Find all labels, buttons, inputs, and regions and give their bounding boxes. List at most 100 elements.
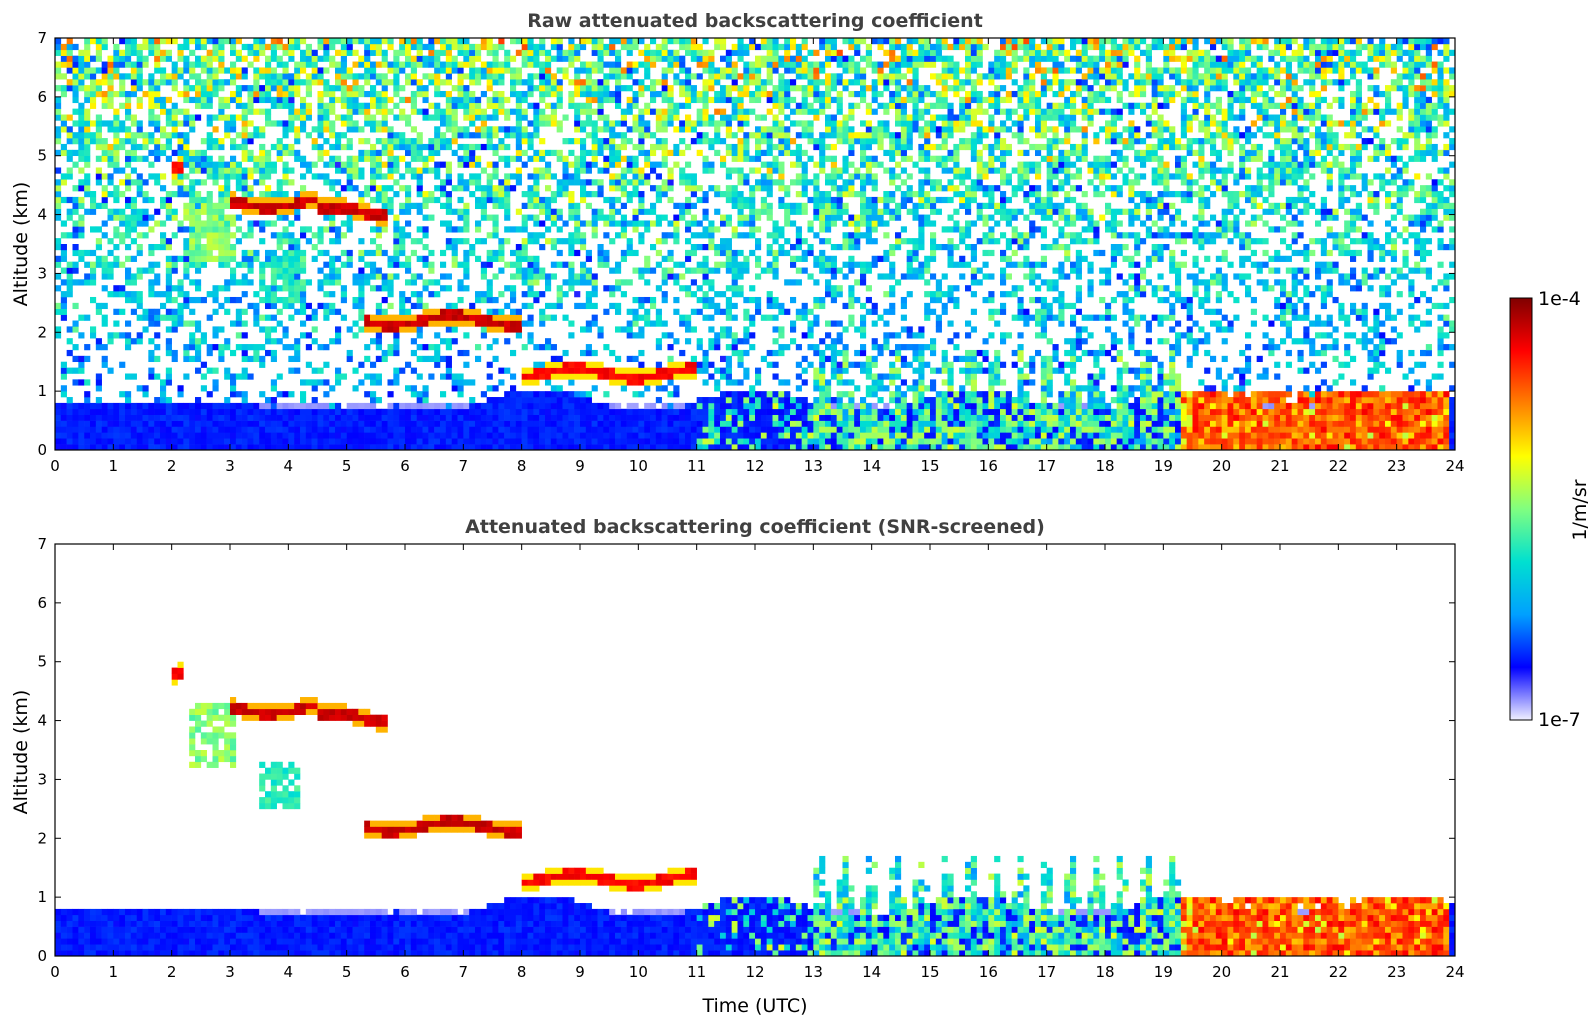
heatmap-cell xyxy=(591,232,598,239)
heatmap-cell xyxy=(714,38,721,45)
heatmap-cell xyxy=(515,114,522,121)
heatmap-cell xyxy=(475,320,482,327)
heatmap-cell xyxy=(171,308,178,315)
heatmap-cell xyxy=(375,90,382,98)
heatmap-cell xyxy=(737,379,744,386)
heatmap-cell xyxy=(667,185,674,192)
heatmap-cell xyxy=(311,143,318,151)
heatmap-cell xyxy=(171,261,178,268)
heatmap-cell xyxy=(685,196,692,204)
heatmap-cell xyxy=(311,244,318,251)
heatmap-cell xyxy=(270,67,277,74)
heatmap-cell xyxy=(463,214,470,221)
heatmap-cell xyxy=(113,90,120,98)
heatmap-cell xyxy=(597,55,604,62)
heatmap-cell xyxy=(259,149,266,157)
heatmap-cell xyxy=(84,426,91,433)
heatmap-cell xyxy=(638,173,645,180)
heatmap-cell xyxy=(78,249,85,257)
heatmap-cell xyxy=(66,291,73,298)
heatmap-cell xyxy=(148,90,155,98)
heatmap-cell xyxy=(539,373,546,380)
heatmap-cell xyxy=(282,408,289,415)
heatmap-cell xyxy=(84,155,91,162)
heatmap-cell xyxy=(463,402,470,410)
heatmap-cell xyxy=(270,414,277,421)
heatmap-cell xyxy=(545,285,552,292)
heatmap-cell xyxy=(375,96,382,104)
heatmap-cell xyxy=(655,414,662,421)
heatmap-cell xyxy=(539,202,546,209)
heatmap-cell xyxy=(585,302,592,310)
heatmap-cell xyxy=(405,114,412,121)
heatmap-cell xyxy=(95,338,102,345)
heatmap-cell xyxy=(55,255,62,262)
heatmap-cell xyxy=(434,444,441,451)
heatmap-cell xyxy=(352,161,359,168)
heatmap-cell xyxy=(335,255,342,262)
heatmap-cell xyxy=(422,161,429,168)
heatmap-cell xyxy=(445,226,452,233)
heatmap-cell xyxy=(253,308,260,315)
heatmap-cell xyxy=(655,249,662,257)
heatmap-cell xyxy=(714,338,721,345)
heatmap-cell xyxy=(305,426,312,433)
heatmap-cell xyxy=(387,255,394,262)
heatmap-cell xyxy=(107,426,114,433)
heatmap-cell xyxy=(434,67,441,74)
heatmap-cell xyxy=(183,155,190,162)
heatmap-cell xyxy=(189,126,196,133)
heatmap-cell xyxy=(270,55,277,62)
heatmap-cell xyxy=(305,202,312,209)
heatmap-cell xyxy=(603,420,610,427)
heatmap-cell xyxy=(259,344,266,351)
heatmap-cell xyxy=(200,138,207,145)
heatmap-cell xyxy=(346,420,353,427)
heatmap-cell xyxy=(241,108,248,115)
heatmap-cell xyxy=(358,379,365,386)
heatmap-cell xyxy=(370,326,377,333)
heatmap-cell xyxy=(235,38,242,45)
heatmap-cell xyxy=(195,279,202,286)
heatmap-cell xyxy=(206,67,213,74)
heatmap-cell xyxy=(399,249,406,257)
heatmap-cell xyxy=(568,38,575,45)
heatmap-cell xyxy=(615,444,622,451)
heatmap-cell xyxy=(84,191,91,198)
heatmap-cell xyxy=(410,438,417,445)
heatmap-cell xyxy=(66,61,73,68)
heatmap-cell xyxy=(218,43,225,51)
heatmap-cell xyxy=(550,214,557,221)
heatmap-cell xyxy=(317,249,324,257)
heatmap-cell xyxy=(521,214,528,221)
heatmap-cell xyxy=(218,226,225,233)
heatmap-cell xyxy=(276,414,283,421)
heatmap-cell xyxy=(486,126,493,133)
heatmap-cell xyxy=(370,196,377,204)
heatmap-cell xyxy=(667,167,674,174)
heatmap-cell xyxy=(615,261,622,268)
heatmap-cell xyxy=(300,308,307,315)
heatmap-cell xyxy=(259,191,266,198)
heatmap-cell xyxy=(545,196,552,204)
heatmap-cell xyxy=(253,420,260,427)
heatmap-cell xyxy=(650,296,657,304)
heatmap-cell xyxy=(294,38,301,45)
heatmap-cell xyxy=(218,438,225,445)
heatmap-cell xyxy=(125,102,132,109)
heatmap-cell xyxy=(282,226,289,233)
heatmap-cell xyxy=(585,191,592,198)
heatmap-cell xyxy=(235,426,242,433)
heatmap-cell xyxy=(597,244,604,251)
heatmap-cell xyxy=(638,196,645,204)
heatmap-cell xyxy=(615,426,622,433)
heatmap-cell xyxy=(101,196,108,204)
heatmap-cell xyxy=(340,120,347,127)
heatmap-cell xyxy=(148,291,155,298)
heatmap-cell xyxy=(282,214,289,221)
heatmap-cell xyxy=(183,138,190,145)
heatmap-cell xyxy=(673,426,680,433)
heatmap-cell xyxy=(708,55,715,62)
heatmap-cell xyxy=(183,114,190,121)
heatmap-cell xyxy=(690,85,697,92)
